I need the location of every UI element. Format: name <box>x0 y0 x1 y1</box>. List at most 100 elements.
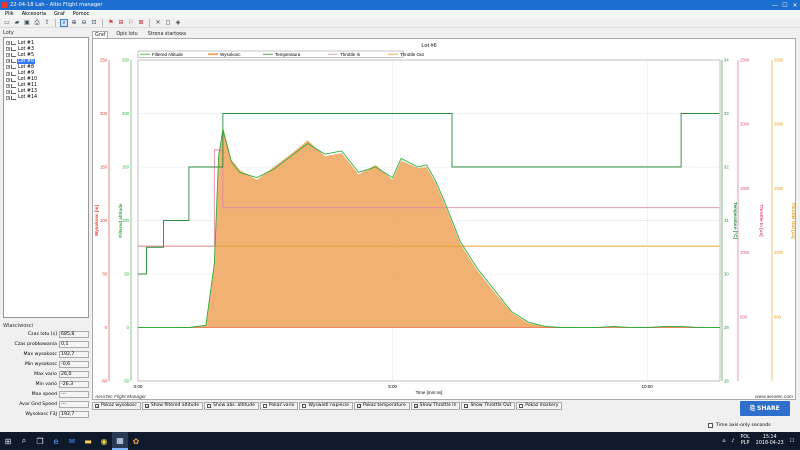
flight-tree-item[interactable]: + Lot #11 <box>6 83 86 89</box>
series-checkbox[interactable]: Wyswietl napiecie <box>299 401 353 410</box>
search-icon[interactable]: ⌕ <box>21 436 27 445</box>
language-indicator[interactable]: POL PLP <box>740 435 749 447</box>
series-checkbox[interactable]: ✓ Pokaz temperature <box>353 401 410 410</box>
expand-icon[interactable]: + <box>6 77 10 82</box>
expand-icon[interactable]: + <box>6 89 10 94</box>
property-value: 26,0 <box>59 370 89 378</box>
expand-icon[interactable]: + <box>6 83 10 88</box>
flight-tree-item[interactable]: + Lot #3 <box>6 46 86 52</box>
export-icon[interactable]: ⇪ <box>44 19 50 26</box>
series-checkbox[interactable]: Pokaz vario <box>259 401 299 410</box>
eye-icon[interactable]: ◈ <box>175 19 181 26</box>
flag-icon[interactable]: ⚐ <box>128 19 134 26</box>
edge-browser-icon[interactable]: e <box>53 436 59 446</box>
series-checkbox[interactable]: Pokaz markery <box>516 401 563 410</box>
zoom-out-icon[interactable]: ⊖ <box>81 19 87 26</box>
notifications-icon[interactable]: ☐ <box>789 438 794 444</box>
network-icon[interactable]: ⌂ <box>722 438 726 444</box>
expand-icon[interactable]: + <box>6 71 10 76</box>
checkbox-box[interactable] <box>519 403 524 408</box>
checkbox-label: Pokaz temperature <box>362 403 406 408</box>
minimize-button[interactable]: — <box>772 1 778 9</box>
zoom-in-icon[interactable]: ⊕ <box>71 19 77 26</box>
open-folder-icon[interactable]: ▰ <box>14 19 20 26</box>
new-file-icon[interactable]: ▭ <box>4 19 10 26</box>
tab-graf[interactable]: Graf <box>92 31 109 38</box>
app-taskbar-icon[interactable]: ✿ <box>132 436 140 446</box>
checkbox-box[interactable]: ✓ <box>413 403 418 409</box>
property-row: Max speed --- <box>3 389 89 399</box>
checkbox-box[interactable] <box>302 403 307 408</box>
series-checkbox[interactable]: ✓ Show filtered altitude <box>141 401 204 410</box>
checkbox-box[interactable]: ✓ <box>95 403 100 409</box>
chrome-icon[interactable]: ◉ <box>100 436 108 446</box>
task-view-icon[interactable]: ❐ <box>36 436 44 446</box>
flight-tree-item[interactable]: + Lot #1 <box>6 40 86 46</box>
legend-label: Throttle Out <box>400 52 425 57</box>
flights-panel-label: Loty <box>3 30 14 36</box>
menu-akcesoria[interactable]: Akcesoria <box>21 11 47 17</box>
flight-chart[interactable]: Lot #6 Filtered Altitude Wysokosc Temperatu… <box>92 38 796 400</box>
y-tick-label: 500 <box>774 314 782 319</box>
expand-icon[interactable]: + <box>6 65 10 70</box>
delete-icon[interactable]: ✕ <box>155 19 161 26</box>
series-checkbox[interactable]: ✓ Show Throttle Out <box>461 401 516 410</box>
close-button[interactable]: ✕ <box>792 1 798 9</box>
expand-icon[interactable]: + <box>6 59 10 64</box>
flight-label: Lot #13 <box>18 89 38 95</box>
checkbox-box[interactable]: ✓ <box>356 403 362 409</box>
flag-delete-icon[interactable]: ⊠ <box>138 19 144 26</box>
flag-red-icon[interactable]: ⚑ <box>108 19 114 26</box>
checkbox-box[interactable] <box>207 403 212 408</box>
checkbox-box[interactable] <box>262 403 267 408</box>
maximize-button[interactable]: ☐ <box>782 1 788 9</box>
menu-plik[interactable]: Plik <box>5 11 14 17</box>
file-explorer-icon[interactable]: ▬ <box>84 436 92 446</box>
flight-manager-taskbar-icon[interactable]: ▦ <box>112 432 128 450</box>
outlook-icon[interactable]: ✉ <box>68 436 76 446</box>
property-row: Max vario 26,0 <box>3 369 89 379</box>
y-axis-label: Filtered altitude <box>118 203 123 238</box>
flight-tree-item[interactable]: + Lot #6 <box>6 58 86 64</box>
flight-tree-item[interactable]: + Lot #9 <box>6 70 86 76</box>
menu-pomoc[interactable]: Pomoc <box>72 11 90 17</box>
zoom-select-icon[interactable]: ⌕ <box>60 18 68 27</box>
time-axis-only-checkbox[interactable]: Time axis-only seconds <box>708 421 771 429</box>
print-icon[interactable]: ⎙ <box>34 18 40 26</box>
flight-tree-item[interactable]: + Lot #8 <box>6 64 86 70</box>
property-value: --- <box>59 390 89 398</box>
menu-graf[interactable]: Graf <box>54 11 65 17</box>
series-checkbox[interactable]: ✓ Show Throttle In <box>410 401 461 410</box>
crop-icon[interactable]: ◻ <box>165 19 171 26</box>
property-row: Min wysokosc -0,6 <box>3 359 89 369</box>
y-tick-label: 29 <box>724 325 729 330</box>
flight-tree-item[interactable]: + Lot #10 <box>6 77 86 83</box>
windows-start-icon[interactable]: ⊞ <box>4 436 12 446</box>
checkbox-box[interactable] <box>708 422 713 428</box>
series-checkbox[interactable]: Show abs. altitude <box>204 401 259 410</box>
series-checkbox[interactable]: ✓ Pokaz wysokosc <box>92 401 141 410</box>
checkbox-box[interactable]: ✓ <box>144 403 150 409</box>
clock-date: 2018-04-23 <box>755 441 784 446</box>
expand-icon[interactable]: + <box>6 53 10 58</box>
expand-icon[interactable]: + <box>6 47 10 52</box>
tab-strona-startowa[interactable]: Strona startowa <box>147 32 186 37</box>
time-axis-only-label: Time axis-only seconds <box>716 422 771 428</box>
volume-icon[interactable]: ♪ <box>731 438 735 444</box>
save-icon[interactable]: ▣ <box>24 19 30 26</box>
expand-icon[interactable]: + <box>6 95 10 100</box>
y-tick-label: 150 <box>122 165 130 170</box>
marker-red-icon[interactable]: ⊞ <box>118 19 124 26</box>
zoom-fit-icon[interactable]: ⊡ <box>91 19 97 26</box>
share-button[interactable]: ⎘ SHARE <box>740 401 790 416</box>
clock[interactable]: 15:14 2018-04-23 <box>756 435 784 447</box>
tab-opis-lotu[interactable]: Opis lotu <box>116 32 138 37</box>
expand-icon[interactable]: + <box>6 41 10 46</box>
chart-svg[interactable]: Lot #6 Filtered Altitude Wysokosc Temperatu… <box>93 39 797 401</box>
flight-tree-item[interactable]: + Lot #5 <box>6 52 86 58</box>
flight-node-icon <box>11 53 16 58</box>
y-tick-label: 250 <box>122 58 130 63</box>
flight-tree-item[interactable]: + Lot #14 <box>6 95 86 101</box>
flight-tree-item[interactable]: + Lot #13 <box>6 89 86 95</box>
checkbox-box[interactable]: ✓ <box>464 403 469 409</box>
